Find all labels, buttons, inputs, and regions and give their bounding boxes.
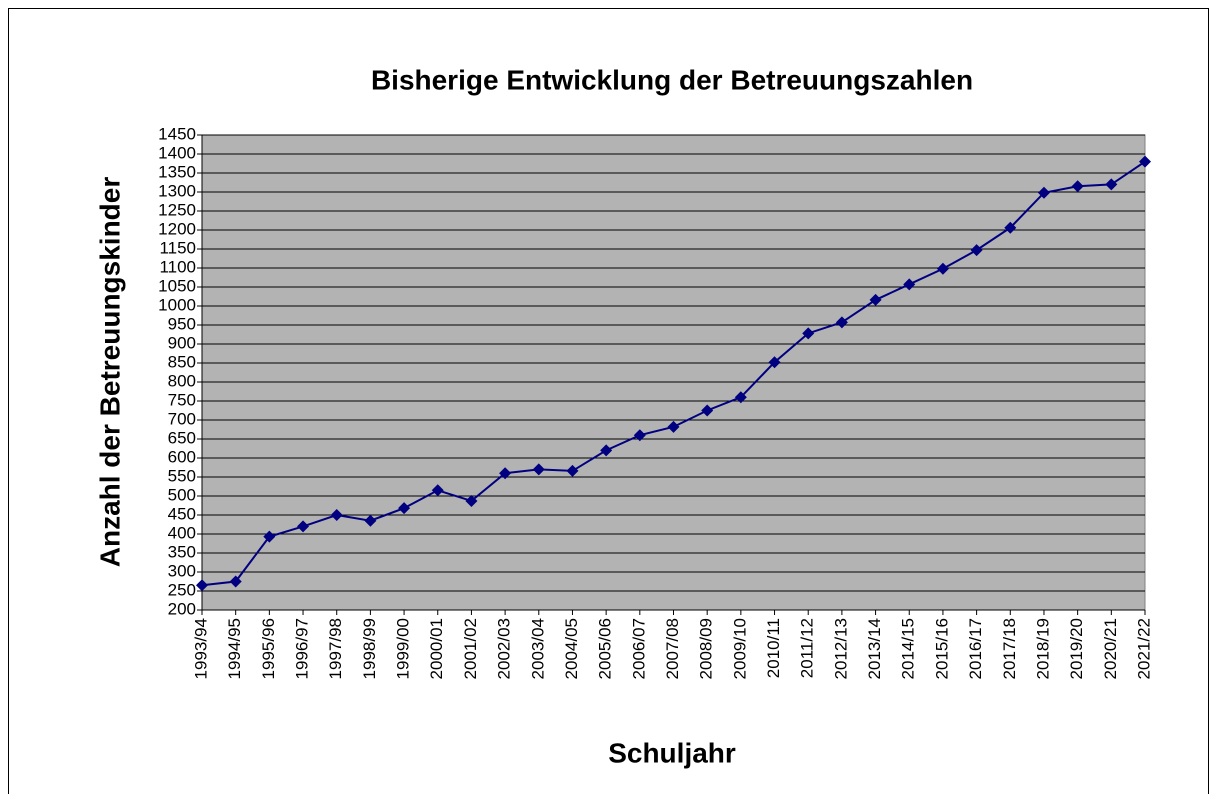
- x-tick-label: 2001/02: [461, 618, 480, 679]
- x-tick-label: 2005/06: [596, 618, 615, 679]
- x-tick-label: 2004/05: [562, 618, 581, 679]
- data-point: [600, 444, 613, 457]
- y-tick-label: 1050: [158, 276, 196, 295]
- data-point: [229, 575, 242, 588]
- data-point: [1139, 155, 1151, 168]
- data-point: [1037, 186, 1050, 199]
- x-tick-label: 2020/21: [1101, 618, 1120, 679]
- plot-area: [201, 134, 1146, 611]
- data-point: [734, 391, 747, 404]
- y-tick-label: 600: [168, 447, 196, 466]
- x-tick-label: 2011/12: [798, 618, 817, 678]
- y-tick-label: 1200: [158, 219, 196, 238]
- data-point: [566, 464, 579, 477]
- y-tick-label: 500: [168, 485, 196, 504]
- x-tick-label: 2002/03: [495, 618, 514, 679]
- data-point: [701, 404, 714, 417]
- y-tick-label: 950: [168, 314, 196, 333]
- data-point: [768, 356, 781, 369]
- x-tick-label: 1997/98: [326, 618, 345, 679]
- x-tick-label: 2013/14: [865, 618, 884, 679]
- y-tick-label: 450: [168, 504, 196, 523]
- data-point: [431, 484, 444, 497]
- x-tick-label: 1998/99: [360, 618, 379, 679]
- x-axis-label: Schuljahr: [608, 737, 736, 768]
- data-point: [1071, 180, 1084, 193]
- x-tick-label: 2012/13: [831, 618, 850, 679]
- y-tick-label: 850: [168, 352, 196, 371]
- y-tick-label: 1450: [158, 124, 196, 143]
- data-point: [532, 463, 545, 476]
- data-point: [398, 502, 411, 515]
- y-tick-label: 800: [168, 371, 196, 390]
- data-point: [330, 509, 343, 521]
- y-tick-label: 200: [168, 599, 196, 618]
- y-tick-label: 1250: [158, 200, 196, 219]
- y-tick-label: 400: [168, 523, 196, 542]
- y-tick-label: 350: [168, 542, 196, 561]
- data-point: [263, 530, 276, 543]
- x-tick-label: 1994/95: [225, 618, 244, 679]
- x-tick-label: 2007/08: [663, 618, 682, 679]
- y-tick-label: 1400: [158, 143, 196, 162]
- y-tick-label: 900: [168, 333, 196, 352]
- y-tick-label: 1300: [158, 181, 196, 200]
- y-tick-label: 1150: [159, 238, 196, 257]
- data-point: [936, 262, 949, 275]
- x-tick-label: 2008/09: [697, 618, 716, 679]
- data-point: [297, 520, 310, 533]
- y-tick-label: 650: [168, 428, 196, 447]
- data-point: [835, 316, 848, 329]
- data-point: [196, 579, 208, 592]
- x-tick-label: 1996/97: [293, 618, 312, 679]
- data-point: [970, 244, 983, 257]
- x-tick-label: 1993/94: [191, 618, 210, 679]
- data-point: [667, 420, 680, 433]
- x-tick-label: 2000/01: [427, 618, 446, 679]
- x-tick-label: 2014/15: [899, 618, 918, 679]
- y-tick-label: 1000: [158, 295, 196, 314]
- data-point: [1105, 178, 1118, 191]
- chart-title: Bisherige Entwicklung der Betreuungszahl…: [371, 64, 973, 95]
- x-tick-label: 2003/04: [528, 618, 547, 679]
- data-point: [869, 293, 882, 306]
- y-tick-label: 250: [168, 580, 196, 599]
- x-tick-label: 2015/16: [932, 618, 951, 679]
- y-tick-label: 700: [168, 409, 196, 428]
- x-tick-label: 2010/11: [764, 618, 783, 678]
- y-tick-label: 1100: [159, 257, 196, 276]
- data-point: [802, 327, 815, 340]
- x-tick-label: 2021/22: [1134, 618, 1153, 679]
- x-tick-label: 2006/07: [629, 618, 648, 679]
- data-point: [633, 429, 646, 442]
- x-tick-label: 1995/96: [259, 618, 278, 679]
- data-point: [903, 278, 916, 291]
- x-tick-label: 2018/19: [1033, 618, 1052, 679]
- x-tick-label: 2016/17: [966, 618, 985, 679]
- y-tick-label: 1350: [158, 162, 196, 181]
- x-tick-label: 1999/00: [394, 618, 413, 679]
- data-point: [1004, 221, 1017, 234]
- data-point: [465, 494, 478, 507]
- y-tick-label: 300: [168, 561, 196, 580]
- y-tick-label: 550: [168, 466, 196, 485]
- x-tick-label: 2019/20: [1067, 618, 1086, 679]
- x-tick-label: 2009/10: [730, 618, 749, 679]
- chart-frame: [8, 8, 1209, 799]
- y-axis-label: Anzahl der Betreuungskinder: [94, 177, 125, 568]
- data-point: [499, 467, 512, 480]
- x-tick-label: 2017/18: [1000, 618, 1019, 679]
- y-tick-label: 750: [168, 390, 196, 409]
- data-point: [364, 514, 377, 527]
